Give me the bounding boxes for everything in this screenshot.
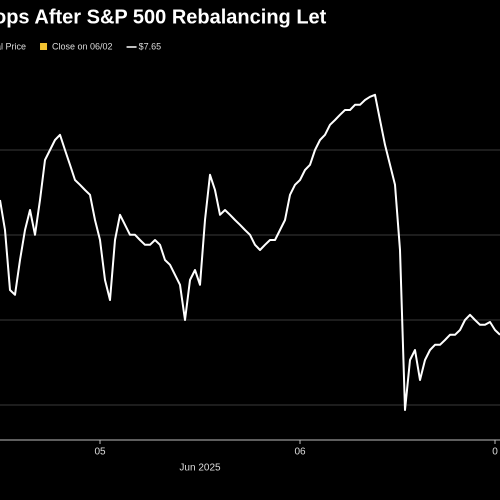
chart-title: ops After S&P 500 Rebalancing Let xyxy=(0,6,327,28)
legend-label: Close on 06/02 xyxy=(52,41,113,51)
x-sublabel: Jun 2025 xyxy=(179,463,221,474)
legend-label: al Price xyxy=(0,41,26,51)
price-line xyxy=(0,93,500,411)
x-tick-label: 05 xyxy=(94,447,106,458)
legend-label: $7.65 xyxy=(139,41,162,51)
x-tick-label: 06 xyxy=(294,447,306,458)
legend-swatch xyxy=(40,43,48,50)
x-tick-label: 0 xyxy=(492,447,498,458)
